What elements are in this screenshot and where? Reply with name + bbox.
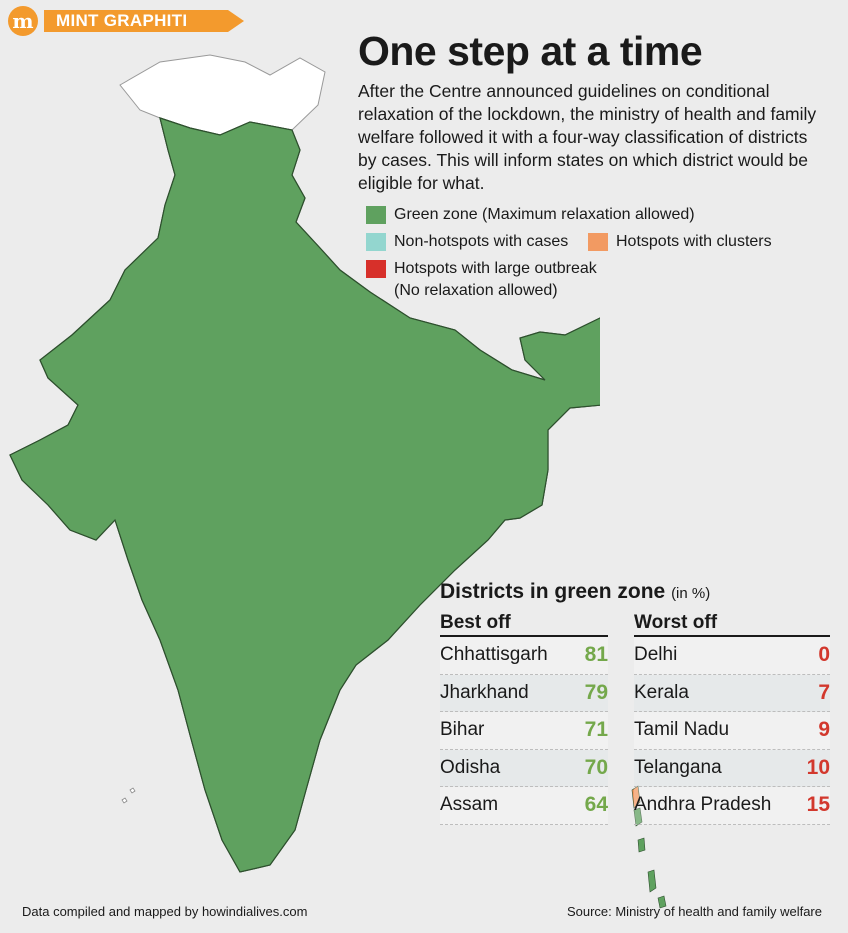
legend-label-red: Hotspots with large outbreak — [394, 260, 597, 277]
table-title: Districts in green zone (in %) — [440, 580, 832, 604]
best-off-header: Best off — [440, 612, 608, 637]
table-row: Delhi 0 — [634, 637, 830, 675]
table-row: Bihar 71 — [440, 712, 608, 750]
state-name: Jharkhand — [440, 681, 529, 703]
state-name: Andhra Pradesh — [634, 794, 772, 816]
legend-swatch-red — [366, 260, 386, 278]
green-percent: 70 — [584, 755, 608, 779]
table-row: Assam 64 — [440, 787, 608, 825]
best-off-column: Best off Chhattisgarh 81 Jharkhand 79 Bi… — [440, 612, 608, 825]
map-region-north-grey — [119, 54, 326, 136]
green-percent: 71 — [584, 718, 608, 742]
islands — [121, 787, 136, 804]
andaman-islands — [631, 785, 667, 909]
table-title-text: Districts in green zone — [440, 580, 666, 603]
table-unit: (in %) — [671, 585, 711, 602]
intro-text: After the Centre announced guidelines on… — [358, 81, 817, 193]
india-district-map — [9, 54, 600, 873]
green-percent: 79 — [584, 680, 608, 704]
legend-item-green: Green zone (Maximum relaxation allowed) — [366, 206, 695, 224]
state-name: Tamil Nadu — [634, 719, 730, 741]
legend-item-teal: Non-hotspots with cases — [366, 233, 568, 251]
legend-label-orange: Hotspots with clusters — [616, 233, 772, 250]
green-percent: 7 — [818, 680, 830, 704]
legend-sublabel-red: (No relaxation allowed) — [394, 282, 558, 299]
table-row: Tamil Nadu 9 — [634, 712, 830, 750]
green-percent: 10 — [806, 755, 830, 779]
table-row: Chhattisgarh 81 — [440, 637, 608, 675]
brand-badge: m MINT GRAPHITI — [8, 6, 252, 36]
legend-label-green: Green zone (Maximum relaxation allowed) — [394, 206, 695, 223]
table-row: Telangana 10 — [634, 749, 830, 787]
state-name: Bihar — [440, 719, 485, 741]
table-row: Kerala 7 — [634, 674, 830, 712]
state-name: Chhattisgarh — [440, 644, 548, 666]
worst-off-header: Worst off — [634, 612, 830, 637]
green-percent: 9 — [818, 718, 830, 742]
green-percent: 81 — [584, 643, 608, 667]
legend-swatch-teal — [366, 233, 386, 251]
legend-item-orange: Hotspots with clusters — [588, 233, 772, 251]
legend-swatch-green — [366, 206, 386, 224]
mint-logo: m — [8, 6, 38, 36]
green-percent: 64 — [584, 793, 608, 817]
state-name: Odisha — [440, 756, 501, 778]
legend-item-red: Hotspots with large outbreak — [366, 260, 597, 278]
green-zone-table: Districts in green zone (in %) Best off … — [440, 580, 832, 825]
state-name: Assam — [440, 794, 499, 816]
green-percent: 15 — [806, 793, 830, 817]
green-percent: 0 — [818, 643, 830, 667]
brand-label: MINT GRAPHITI — [44, 10, 244, 32]
worst-off-column: Worst off Delhi 0 Kerala 7 Tamil Nadu 9 … — [634, 612, 830, 825]
state-name: Kerala — [634, 681, 689, 703]
legend-swatch-orange — [588, 233, 608, 251]
footer-credit: Data compiled and mapped by howindialive… — [22, 904, 308, 919]
table-row: Jharkhand 79 — [440, 674, 608, 712]
state-name: Telangana — [634, 756, 722, 778]
table-row: Andhra Pradesh 15 — [634, 787, 830, 825]
state-name: Delhi — [634, 644, 678, 666]
table-row: Odisha 70 — [440, 749, 608, 787]
footer-source: Source: Ministry of health and family we… — [566, 904, 822, 919]
legend-label-teal: Non-hotspots with cases — [394, 233, 569, 250]
page-title: One step at a time — [358, 28, 703, 74]
